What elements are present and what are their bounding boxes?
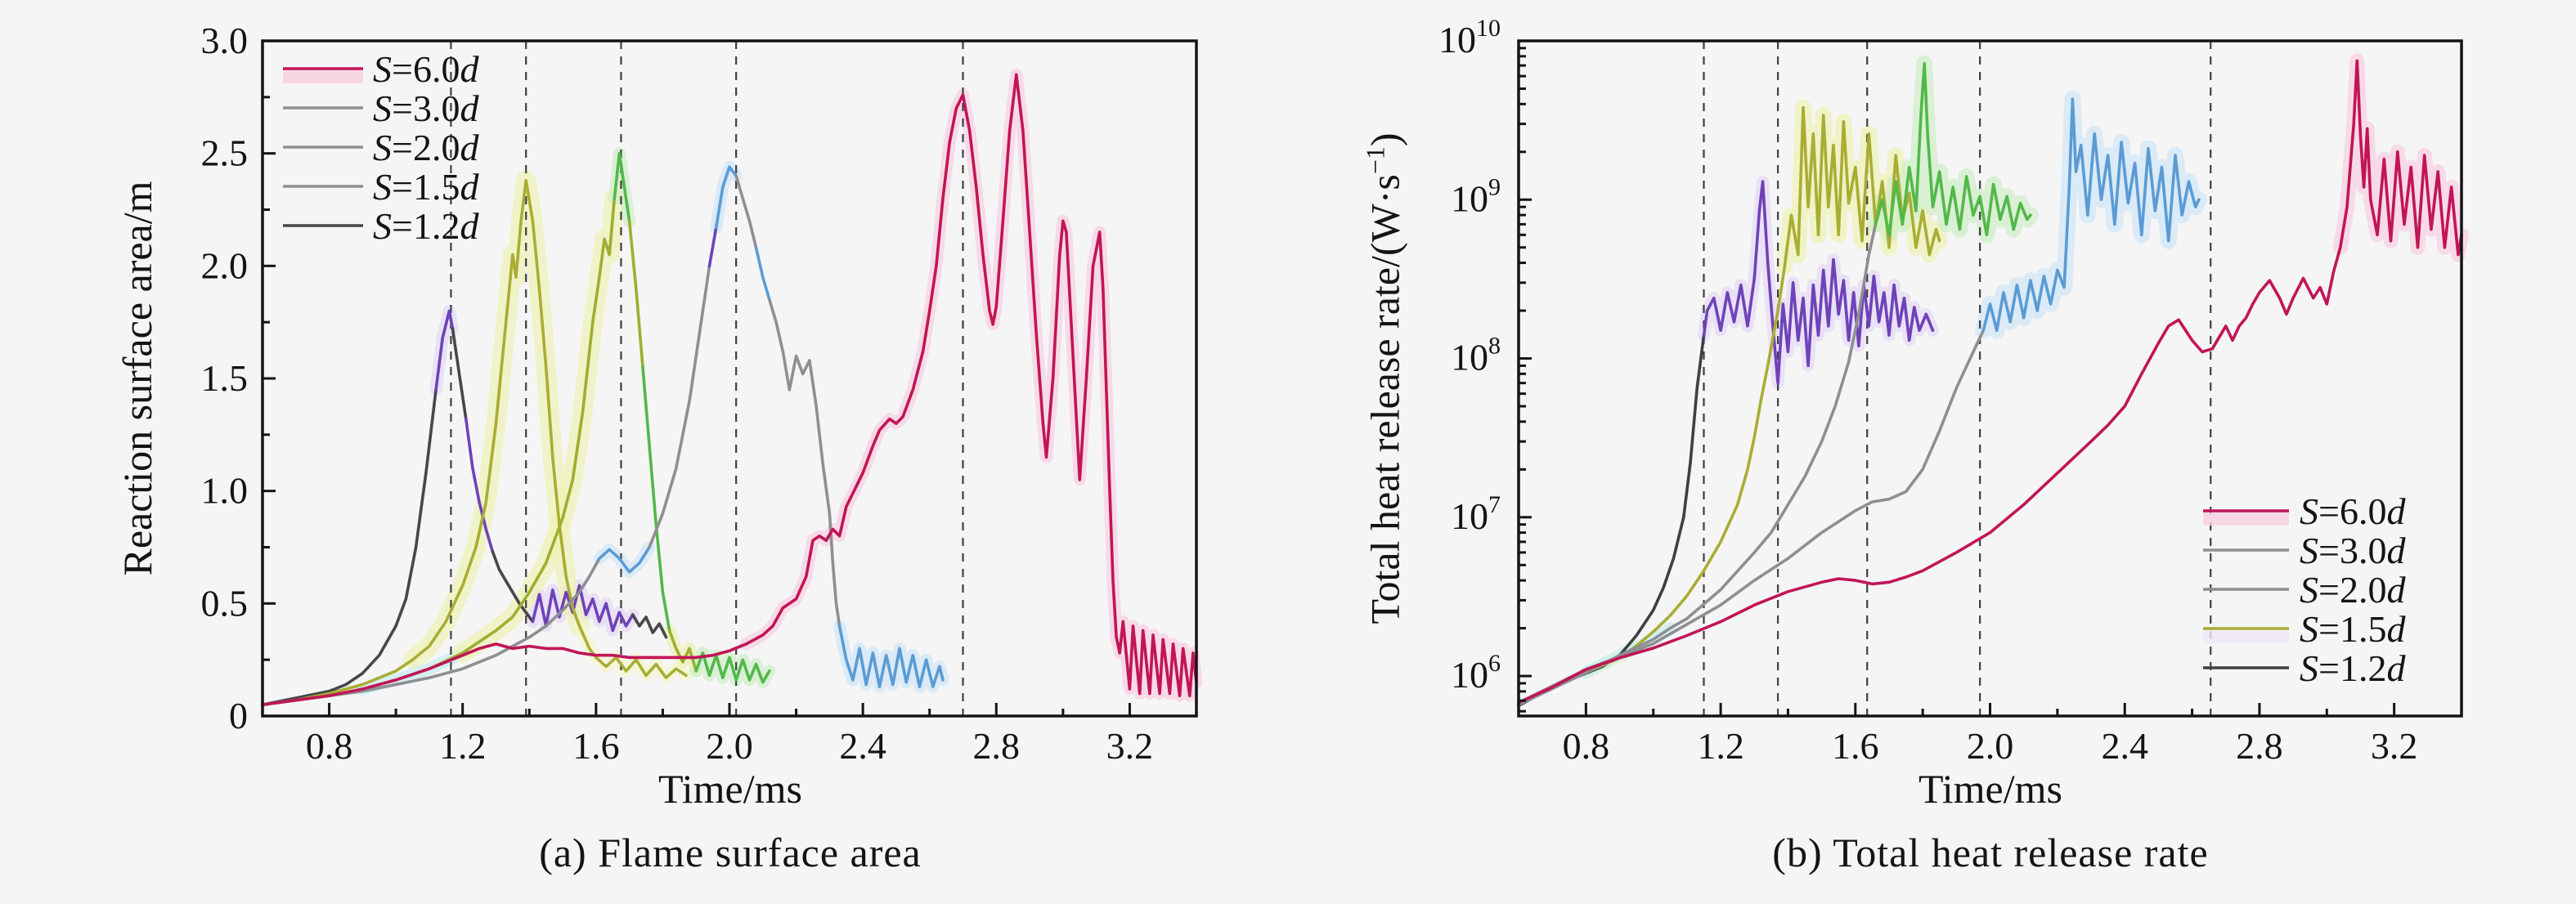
legend-label: S=6.0d	[2300, 490, 2406, 532]
x-tick-label: 1.6	[1832, 725, 1879, 767]
x-tick-label: 2.4	[839, 725, 886, 767]
y-axis-label-panel-a: Reaction surface area/m	[114, 181, 160, 576]
y-tick-label: 107	[1451, 491, 1501, 537]
panel-b-tick-labels: 0.8 1.2 1.6 2.0 2.4 2.8 3.2 106 107 108 109 1010	[1438, 15, 2417, 767]
x-axis-label-panel-b: Time/ms	[1918, 766, 2062, 812]
y-axis-label-part: Total heat release rate/(W·s	[1362, 174, 1408, 624]
series-S=3.0d	[261, 165, 945, 707]
caption-panel-b: (b) Total heat release rate	[1772, 830, 2209, 875]
x-tick-label: 2.8	[2236, 725, 2283, 767]
legend-label: S=1.2d	[2300, 647, 2406, 689]
panel-a-dashed-lines	[450, 41, 964, 716]
legend-label: S=1.5d	[373, 166, 479, 208]
panel-a-ticks	[263, 39, 1131, 718]
panel-a-series	[261, 73, 1198, 707]
x-tick-label: 1.2	[439, 725, 487, 767]
panel-a-tick-labels: 0.8 1.2 1.6 2.0 2.4 2.8 3.2 0 0.5 1.0 1.5 2.0 2.5 3.0	[201, 20, 1154, 767]
y-tick-label: 106	[1451, 650, 1501, 696]
panel-a-glows	[356, 68, 1203, 702]
panel-a-legend: S=6.0dS=3.0dS=2.0dS=1.5dS=1.2d	[283, 48, 479, 247]
panel-b-series	[1517, 59, 2463, 708]
x-tick-label: 2.0	[1967, 725, 2014, 767]
y-tick-label: 109	[1451, 173, 1501, 219]
x-tick-label: 1.6	[572, 725, 620, 767]
x-tick-label: 2.8	[973, 725, 1021, 767]
legend-label: S=6.0d	[373, 48, 479, 90]
series-S=1.2d	[1517, 180, 1935, 708]
series-S=3.0d	[1517, 97, 2201, 705]
x-tick-label: 3.2	[2371, 725, 2418, 767]
series-S=1.2d	[261, 309, 668, 707]
y-tick-label: 0.5	[201, 582, 249, 624]
y-tick-label: 108	[1451, 333, 1501, 378]
y-tick-label: 2.0	[201, 244, 249, 286]
y-axis-label-part: )	[1362, 132, 1408, 147]
legend-label: S=2.0d	[373, 127, 479, 168]
panel-b: 0.8 1.2 1.6 2.0 2.4 2.8 3.2 106 107 108 109 1010 S=6…	[1438, 15, 2469, 767]
y-tick-label: 1.0	[201, 470, 249, 512]
x-tick-label: 3.2	[1106, 725, 1154, 767]
y-axis-label-panel-b: Total heat release rate/(W·s−1)	[1361, 132, 1409, 624]
legend-label: S=2.0d	[2300, 569, 2406, 611]
legend-label: S=3.0d	[373, 87, 479, 129]
y-tick-label: 1010	[1438, 15, 1501, 60]
y-tick-label: 1.5	[201, 357, 249, 399]
y-tick-label: 3.0	[201, 20, 249, 61]
panel-b-ticks	[1519, 39, 2396, 716]
caption-panel-a: (a) Flame surface area	[539, 830, 922, 875]
legend-label: S=3.0d	[2300, 530, 2406, 571]
legend-label: S=1.2d	[373, 205, 479, 247]
series-S=6.0d	[1517, 59, 2463, 705]
panel-b-legend: S=6.0dS=3.0dS=2.0dS=1.5dS=1.2d	[2203, 490, 2406, 689]
x-axis-label-panel-a: Time/ms	[657, 766, 802, 812]
y-axis-label-part: −1	[1360, 146, 1390, 175]
x-tick-label: 2.4	[2101, 725, 2148, 767]
y-tick-label: 2.5	[201, 132, 249, 174]
series-S=6.0d	[261, 73, 1198, 707]
panel-a: 0.8 1.2 1.6 2.0 2.4 2.8 3.2 0 0.5 1.0 1.5 2.0 2.5 3.0…	[201, 20, 1203, 767]
y-tick-label: 0	[229, 695, 248, 736]
x-tick-label: 0.8	[1563, 725, 1610, 767]
x-tick-label: 2.0	[706, 725, 753, 767]
legend-label: S=1.5d	[2300, 608, 2406, 650]
x-tick-label: 1.2	[1697, 725, 1744, 767]
x-tick-label: 0.8	[306, 725, 353, 767]
